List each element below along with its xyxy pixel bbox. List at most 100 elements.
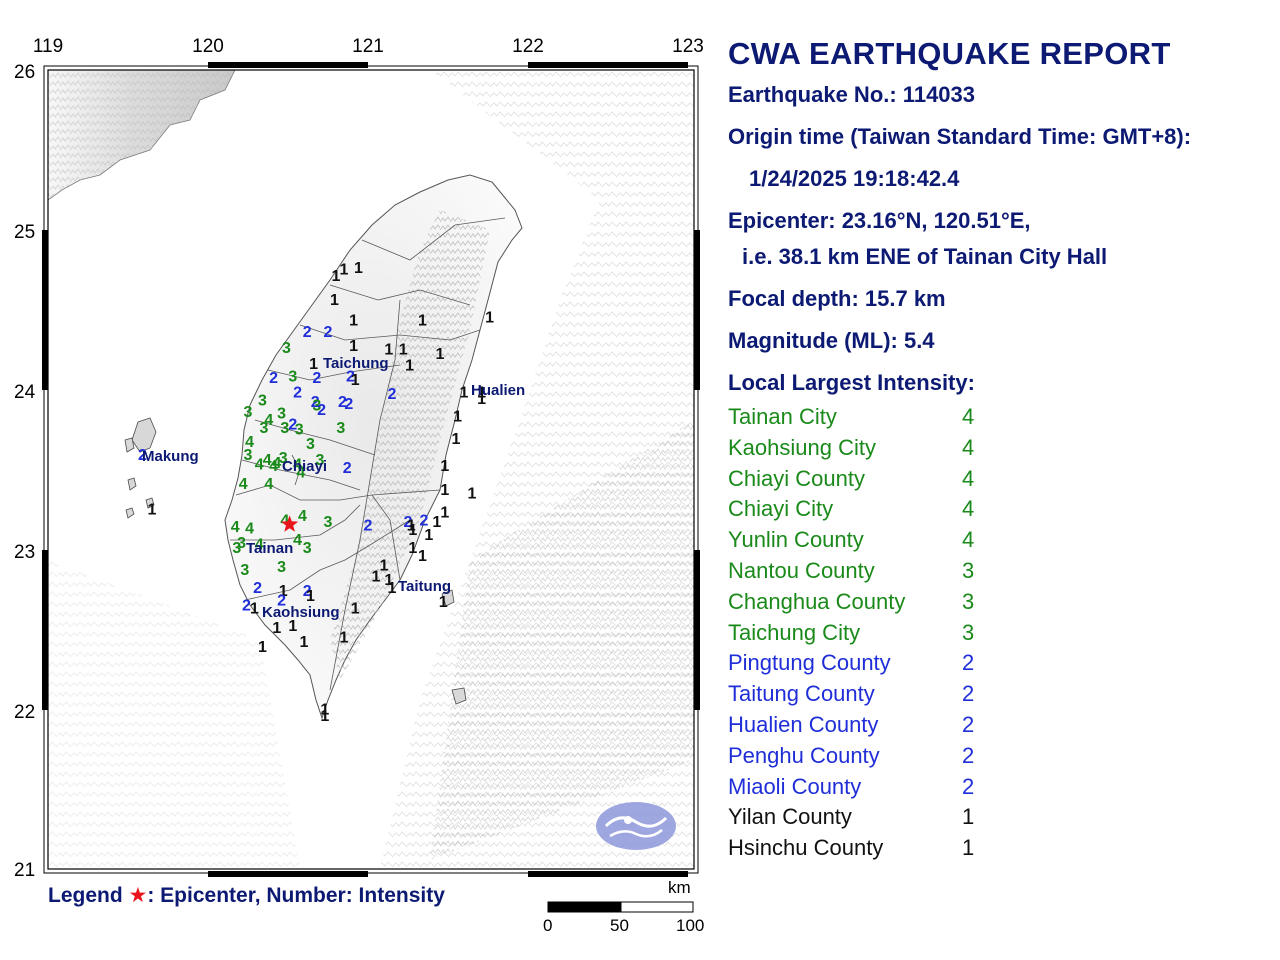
- station-intensity: 2: [277, 593, 286, 610]
- intensity-row: Taichung City 3: [728, 620, 974, 646]
- intensity-region: Yilan County: [728, 804, 852, 830]
- station-intensity: 4: [255, 537, 264, 554]
- station-intensity: 3: [282, 340, 291, 357]
- station-intensity: 2: [312, 370, 321, 387]
- station-intensity: 2: [303, 324, 312, 341]
- station-intensity: 2: [343, 460, 352, 477]
- epicenter-reference: i.e. 38.1 km ENE of Tainan City Hall: [742, 244, 1108, 269]
- station-intensity: 3: [324, 514, 333, 531]
- intensity-row: Tainan City 4: [728, 404, 974, 430]
- station-intensity: 3: [244, 447, 253, 464]
- intensity-region: Changhua County: [728, 588, 906, 614]
- intensity-value: 4: [962, 404, 975, 429]
- station-intensity: 3: [244, 404, 253, 421]
- station-intensity: 2: [303, 583, 312, 600]
- report-title: CWA EARTHQUAKE REPORT: [728, 36, 1171, 71]
- station-intensity: 1: [436, 346, 445, 363]
- station-intensity: 1: [407, 517, 416, 534]
- station-intensity: 4: [293, 457, 302, 474]
- station-intensity: 1: [349, 338, 358, 355]
- city-label-hualien: Hualien: [471, 382, 525, 399]
- station-intensity: 3: [258, 393, 267, 410]
- station-intensity: 3: [232, 540, 241, 557]
- station-intensity: 1: [418, 548, 427, 565]
- scale-bar-white: [620, 901, 694, 913]
- station-intensity: 1: [418, 313, 427, 330]
- epicenter: Epicenter: 23.16°N, 120.51°E,: [728, 208, 1031, 233]
- city-labels: Taichung Hualien Makung Chiayi Tainan Ta…: [142, 355, 525, 621]
- lat-tick-label: 26: [14, 62, 35, 83]
- china-relief: [48, 70, 235, 200]
- station-intensity: 1: [440, 505, 449, 522]
- station-intensity: 2: [364, 517, 373, 534]
- station-intensity: 2: [242, 597, 251, 614]
- map-frame: [47, 69, 695, 870]
- earthquake-number: Earthquake No.: 114033: [728, 82, 976, 107]
- penghu-islands: [124, 417, 157, 519]
- lon-tick-label: 121: [352, 36, 384, 57]
- station-intensity: 1: [440, 458, 449, 475]
- intensity-row: Chiayi City 4: [728, 496, 974, 522]
- lat-tick-label: 24: [14, 382, 36, 403]
- station-intensity: 1: [330, 292, 339, 309]
- intensity-value: 1: [962, 804, 975, 830]
- ryukyu-trench-relief: [430, 420, 694, 860]
- station-intensity: 2: [324, 324, 333, 341]
- station-intensity: 1: [351, 601, 360, 618]
- station-intensity: 2: [404, 514, 413, 531]
- station-intensity: 1: [354, 260, 363, 277]
- station-intensity: 1: [250, 601, 259, 618]
- station-intensity: 4: [296, 465, 305, 482]
- city-label-kaohsiung: Kaohsiung: [262, 604, 340, 621]
- intensity-heading: Local Largest Intensity:: [728, 370, 975, 395]
- station-intensity: 1: [258, 639, 267, 656]
- intensity-value: 3: [962, 619, 975, 645]
- station-intensity: 4: [264, 476, 273, 493]
- station-intensity: 3: [288, 369, 297, 386]
- city-label-tainan: Tainan: [246, 540, 293, 557]
- station-intensity: 2: [338, 394, 347, 411]
- scale-tick-100: 100: [676, 916, 705, 935]
- intensity-region: Miaoli County: [728, 773, 862, 799]
- intensity-region: Hsinchu County: [728, 835, 884, 861]
- station-intensity: 1: [432, 514, 441, 531]
- intensity-value: 3: [962, 558, 975, 583]
- station-intensity: 1: [332, 268, 341, 285]
- legend-text: : Epicenter, Number: Intensity: [147, 884, 445, 907]
- station-intensity: 4: [255, 457, 264, 474]
- intensity-row: Hsinchu County 1: [728, 835, 974, 861]
- green-island: [441, 589, 455, 607]
- scale-bar-black: [547, 901, 622, 913]
- intensity-row: Changhua County 3: [728, 588, 974, 615]
- station-intensity: 1: [477, 391, 486, 408]
- station-intensity: 1: [349, 313, 358, 330]
- county-boundaries: [230, 217, 506, 691]
- station-intensity: 4: [298, 508, 307, 525]
- magnitude: Magnitude (ML): 5.4: [728, 328, 935, 353]
- report-panel: CWA EARTHQUAKE REPORT Earthquake No.: 11…: [728, 36, 1268, 860]
- intensity-region: Taitung County: [728, 681, 875, 707]
- station-intensity: 4: [245, 434, 254, 451]
- station-intensity: 1: [320, 708, 329, 725]
- station-intensity: 4: [264, 412, 273, 429]
- legend-prefix: Legend: [48, 884, 129, 907]
- station-intensity: 1: [405, 357, 414, 374]
- scale-tick-50: 50: [610, 916, 629, 935]
- map-frame-outer: [43, 65, 699, 874]
- scale-bar: [547, 901, 694, 913]
- station-intensity: 1: [279, 583, 288, 600]
- station-intensity: 1: [388, 580, 397, 597]
- intensity-region: Kaohsiung City: [728, 434, 876, 460]
- station-intensity: 2: [420, 513, 429, 530]
- intensity-row: Yilan County 1: [728, 804, 974, 830]
- central-mountain-relief: [330, 210, 490, 680]
- station-intensity: 1: [460, 385, 469, 402]
- intensity-value: 2: [962, 681, 975, 707]
- station-intensity: 2: [311, 394, 320, 411]
- city-label-taichung: Taichung: [323, 355, 389, 372]
- orchid-island: [451, 687, 467, 705]
- epicenter-star-icon: [281, 515, 299, 532]
- cwa-logo: [596, 802, 676, 850]
- intensity-region: Nantou County: [728, 558, 875, 583]
